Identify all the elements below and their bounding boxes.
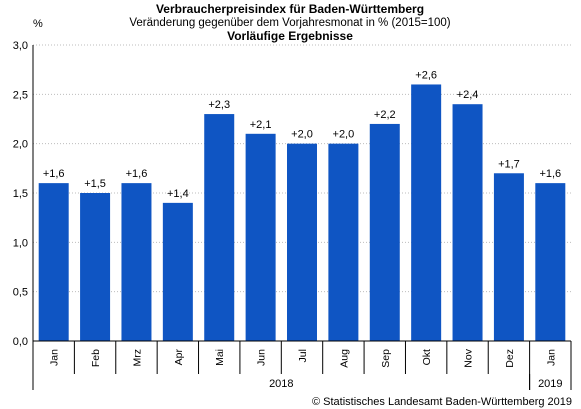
bar-value-label: +2,6 bbox=[415, 69, 437, 81]
bar-value-label: +1,4 bbox=[167, 188, 189, 200]
bar-value-label: +2,3 bbox=[208, 99, 230, 111]
bar bbox=[80, 193, 111, 341]
y-tick-label: 0,0 bbox=[13, 336, 28, 348]
chart-subtitle-preliminary: Vorläufige Ergebnisse bbox=[227, 29, 353, 43]
bar bbox=[535, 183, 566, 341]
x-tick-label: Dez bbox=[504, 349, 516, 368]
x-tick-label: Nov bbox=[463, 348, 475, 367]
bar bbox=[38, 183, 69, 341]
y-tick-label: 2,5 bbox=[13, 89, 28, 101]
bar bbox=[369, 123, 400, 341]
y-axis-unit: % bbox=[33, 18, 43, 30]
axes: 0,0 0,5 1,0 1,5 2,0 2,5 3,0 Jan Feb Mrz Apr Mai Jun J… bbox=[13, 40, 572, 390]
bar bbox=[245, 133, 276, 341]
bar-value-label: +1,6 bbox=[539, 168, 561, 180]
bar bbox=[411, 84, 442, 341]
x-tick-label: Aug bbox=[338, 349, 350, 368]
bar bbox=[162, 202, 193, 341]
bar-value-label: +2,1 bbox=[250, 119, 272, 131]
x-tick-label: Mrz bbox=[131, 349, 143, 367]
x-tick-label: Jun bbox=[256, 349, 268, 366]
bar bbox=[287, 143, 317, 341]
x-tick-label: Apr bbox=[173, 349, 185, 366]
x-tick-label: Jan bbox=[49, 349, 61, 366]
x-tick-label: Sep bbox=[380, 349, 392, 368]
y-tick-label: 1,0 bbox=[13, 237, 28, 249]
bar-value-label: +1,6 bbox=[43, 168, 65, 180]
chart-title: Verbraucherpreisindex für Baden-Württemb… bbox=[156, 2, 424, 16]
y-tick-label: 0,5 bbox=[13, 287, 28, 299]
bar-value-label: +2,4 bbox=[457, 89, 479, 101]
bars bbox=[38, 84, 566, 341]
bar bbox=[204, 114, 235, 341]
y-tick-label: 3,0 bbox=[13, 40, 28, 52]
x-tick-label: Okt bbox=[421, 349, 433, 365]
bar-value-label: +1,6 bbox=[126, 168, 148, 180]
bar-value-label: +2,2 bbox=[374, 109, 396, 121]
bar bbox=[121, 183, 152, 341]
bar bbox=[452, 104, 483, 341]
bar-value-label: +1,7 bbox=[498, 158, 520, 170]
y-tick-label: 1,5 bbox=[13, 188, 28, 200]
bar bbox=[328, 143, 359, 341]
bar-value-label: +1,5 bbox=[84, 178, 106, 190]
bar-value-label: +2,0 bbox=[333, 129, 355, 141]
chart-subtitle: Veränderung gegenüber dem Vorjahresmonat… bbox=[129, 17, 450, 29]
x-tick-label: Jul bbox=[297, 349, 309, 362]
bar bbox=[493, 173, 524, 341]
year-label: 2019 bbox=[538, 378, 562, 390]
year-label: 2018 bbox=[269, 378, 293, 390]
bar-value-label: +2,0 bbox=[291, 129, 313, 141]
x-tick-label: Mai bbox=[214, 349, 226, 366]
source-note: © Statistisches Landesamt Baden-Württemb… bbox=[312, 396, 572, 408]
value-labels: +1,6 +1,5 +1,6 +1,4 +2,3 +2,1 +2,0 +2,0 +2,2 +2,6… bbox=[43, 69, 561, 199]
x-tick-label: Feb bbox=[90, 349, 102, 367]
x-tick-label: Jan bbox=[545, 349, 557, 366]
y-tick-label: 2,0 bbox=[13, 139, 28, 151]
